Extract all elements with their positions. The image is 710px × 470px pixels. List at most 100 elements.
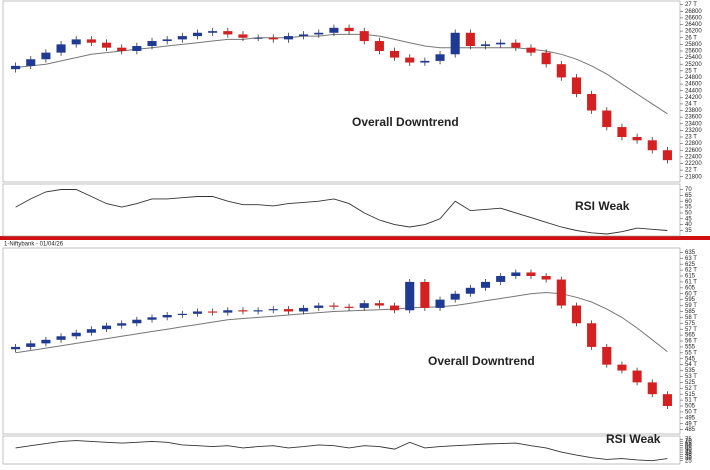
candle-body [177,36,187,40]
y-tick-label: 525 [685,380,696,386]
rsi-panel [2,183,681,237]
y-tick-label: 27 T [685,2,697,8]
annotation: Overall Downtrend [352,115,459,129]
y-tick-label: 505 [685,404,696,410]
y-tick-label: 54 T [685,362,697,368]
y-tick-label: 605 [685,285,696,291]
y-tick-label: 585 [685,309,696,315]
candle-body [632,370,642,383]
candle-body [556,279,566,306]
y-tick-label: 615 [685,274,696,280]
y-tick-label: 58 T [685,315,697,321]
candle-body [86,329,96,333]
y-tick-label: 62 T [685,268,697,274]
candle-body [359,31,369,42]
y-tick-label: 26800 [685,9,702,15]
y-tick-label: 25600 [685,49,702,55]
y-tick-label: 21800 [685,174,702,180]
candle-body [662,394,672,406]
y-tick-label: 75 [685,437,692,443]
candle-body [390,50,400,58]
candle-body [374,41,384,51]
candle-body [268,309,278,311]
y-tick-label: 515 [685,392,696,398]
y-tick-label: 575 [685,321,696,327]
candle-body [283,309,293,312]
candle-body [511,42,521,48]
y-tick-label: 61 T [685,279,697,285]
candle-body [344,27,354,32]
candle-body [587,323,597,347]
candle-body [26,59,36,66]
y-tick-label: 565 [685,333,696,339]
y-tick-label: 45 [685,216,692,222]
candle-body [390,305,400,311]
rsi-line [15,189,668,235]
candle-body [223,310,233,313]
candle-body [11,346,21,350]
candle-body [162,39,172,42]
y-tick-label: 22200 [685,161,702,167]
candle-body [511,272,521,276]
y-tick-label: 23600 [685,115,702,121]
y-tick-label: 56 T [685,339,697,345]
y-tick-label: 40 [685,452,692,458]
y-tick-label: 60 [685,443,692,449]
candle-body [571,77,582,94]
y-tick-label: 26 T [685,35,697,41]
y-tick-label: 53 T [685,374,697,380]
candle-body [647,382,657,395]
candle-body [132,46,142,51]
candle-body [299,307,309,312]
candle-body [71,332,81,337]
candle-body [480,281,491,288]
y-tick-label: 50 [685,448,692,454]
y-tick-label: 625 [685,262,696,268]
candle-body [314,32,324,35]
candle-body [238,34,248,38]
y-tick-label: 55 [685,445,692,451]
y-tick-label: 495 [685,415,696,421]
y-tick-label: 52 T [685,386,697,392]
candle-body [496,42,506,45]
candle-body [344,306,354,308]
y-tick-label: 59 T [685,303,697,309]
y-tick-label: 25 [685,458,692,464]
candle-body [329,27,339,33]
candle-body [56,336,66,340]
y-tick-label: 63 T [685,256,697,262]
candle-body [299,34,309,37]
candle-body [208,311,218,313]
candle-body [147,41,157,47]
candle-body [192,32,203,37]
candle-body [465,32,475,47]
y-tick-label: 55 T [685,350,697,356]
y-tick-label: 70 [685,187,692,193]
candle-body [571,305,582,324]
candle-body [147,317,157,320]
y-tick-label: 26600 [685,15,702,21]
candle-body [420,281,430,308]
candle-body [41,52,51,60]
y-tick-label: 57 T [685,327,697,333]
y-tick-label: 23 T [685,135,697,141]
candle-body [86,39,96,43]
y-tick-label: 24400 [685,88,702,94]
y-tick-label: 50 [685,211,692,217]
y-tick-label: 555 [685,344,696,350]
candle-body [192,311,203,314]
y-tick-label: 35 [685,454,692,460]
y-tick-label: 545 [685,356,696,362]
candle-body [541,52,551,65]
candle-body [541,276,551,280]
y-tick-label: 45 [685,450,692,456]
candle-body [647,140,657,151]
y-tick-label: 23200 [685,128,702,134]
candle-body [450,293,460,300]
y-tick-label: 51 T [685,398,697,404]
candle-body [420,60,430,63]
y-tick-label: 22400 [685,154,702,160]
y-tick-label: 25800 [685,42,702,48]
